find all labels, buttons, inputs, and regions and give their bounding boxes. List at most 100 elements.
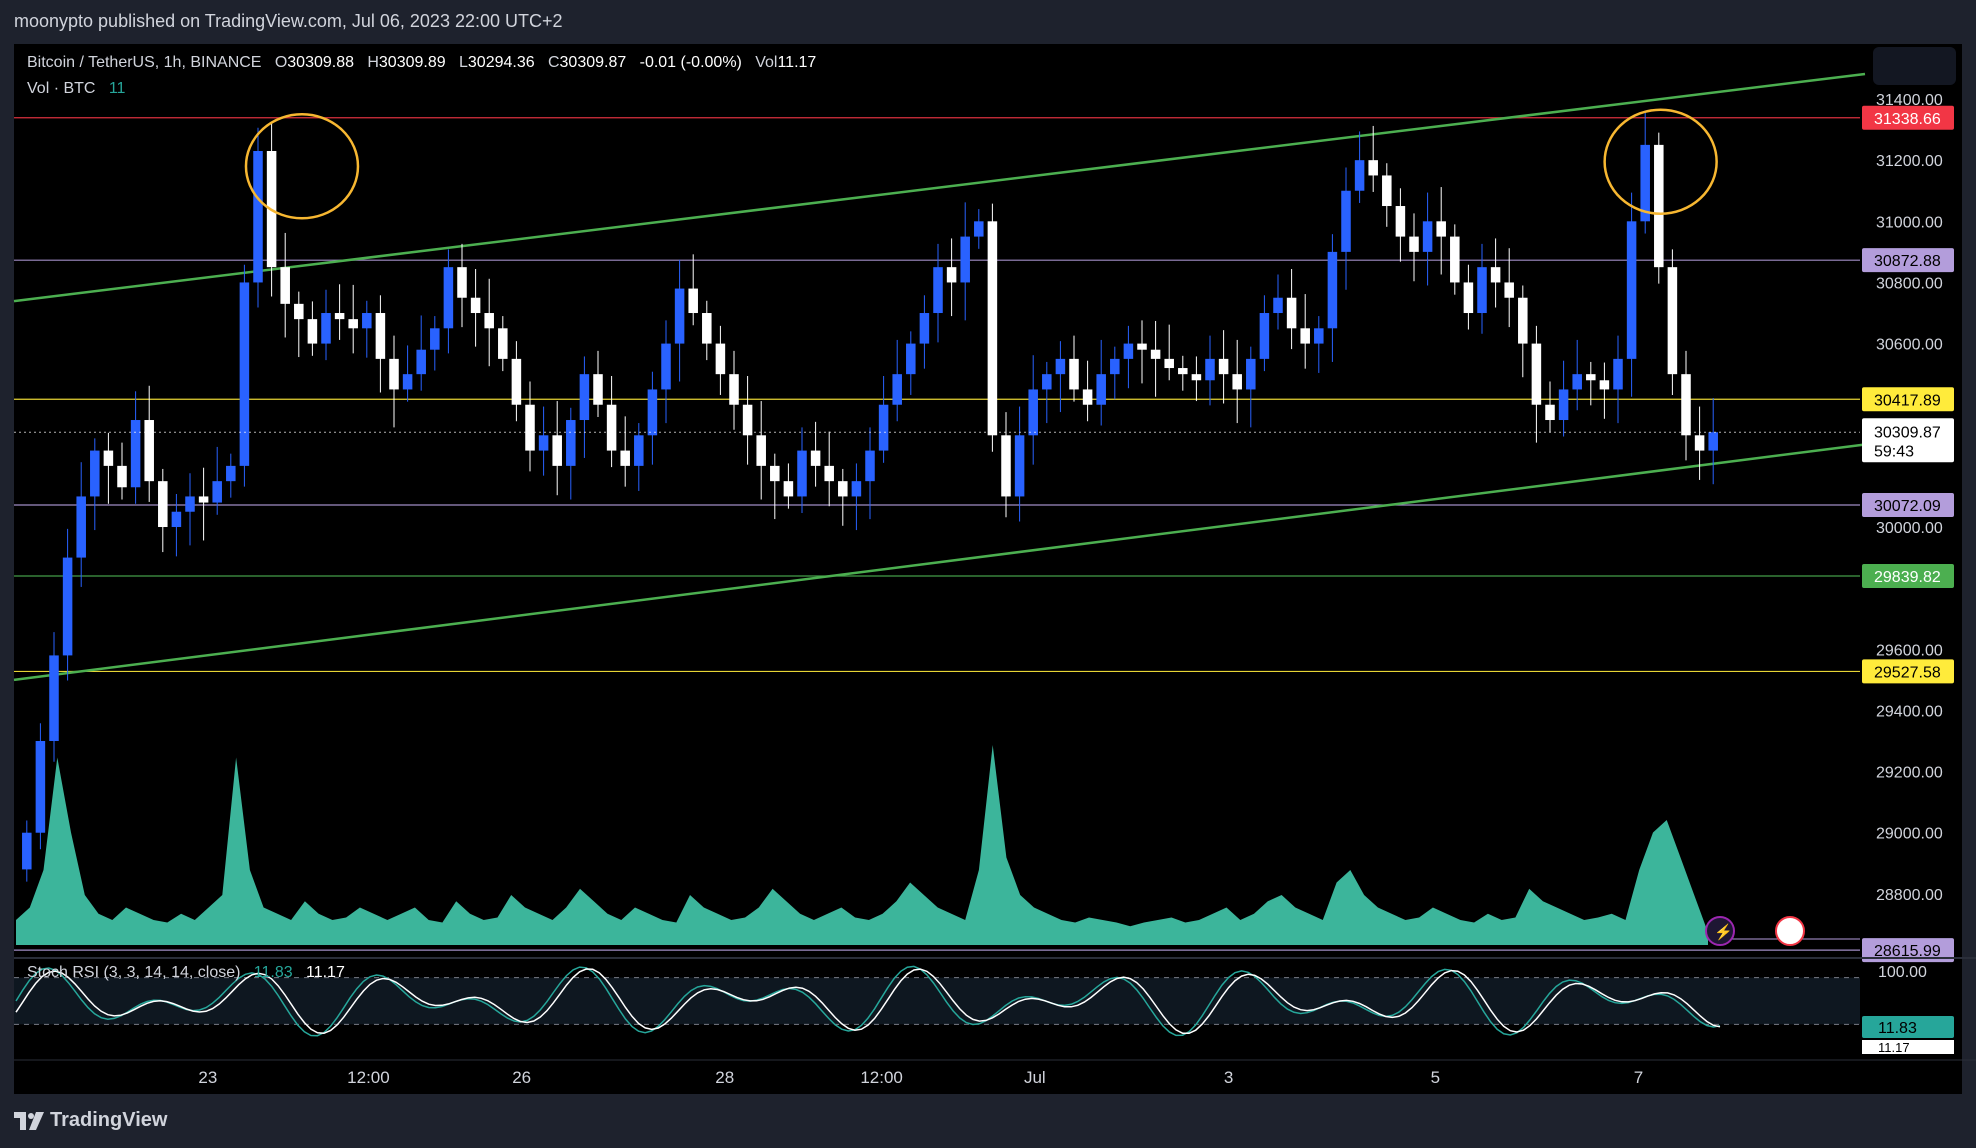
candle-body bbox=[1082, 389, 1093, 405]
candle-body bbox=[1422, 221, 1433, 252]
tradingview-logo[interactable]: TradingView bbox=[14, 1109, 167, 1132]
price-axis-tick: 30600.00 bbox=[1876, 337, 1943, 354]
candle-body bbox=[416, 349, 426, 375]
price-axis-tick: 31400.00 bbox=[1876, 92, 1943, 109]
highlight-circle bbox=[244, 113, 360, 220]
candle-body bbox=[430, 328, 440, 350]
price-level-tag bbox=[1862, 563, 1954, 588]
candle-body bbox=[579, 374, 590, 421]
candle-body bbox=[1028, 389, 1038, 436]
open-label: O bbox=[274, 54, 288, 71]
stoch-rsi-band bbox=[14, 977, 1860, 1025]
candle-body bbox=[783, 481, 794, 497]
candle-body bbox=[1218, 358, 1229, 375]
price-axis-tick: 29600.00 bbox=[1876, 642, 1943, 659]
low-value: 30294.36 bbox=[467, 54, 535, 71]
us-flag-icon bbox=[1775, 916, 1805, 946]
candle-body bbox=[1014, 435, 1025, 497]
price-axis-tick: 30800.00 bbox=[1876, 275, 1943, 292]
candle-body bbox=[1341, 190, 1351, 252]
candle-body bbox=[634, 435, 644, 466]
chart-toolbar-button[interactable] bbox=[1873, 47, 1956, 85]
candle-body bbox=[1273, 297, 1283, 314]
candle-body bbox=[1069, 358, 1079, 390]
time-axis-tick: 12:00 bbox=[860, 1068, 903, 1087]
price-level-label: 30872.88 bbox=[1874, 253, 1941, 270]
highlight-circle bbox=[1603, 108, 1718, 215]
open-value: 30309.88 bbox=[287, 54, 354, 71]
price-level-label: 29527.58 bbox=[1874, 664, 1941, 681]
price-legend: Bitcoin / TetherUS, 1h, BINANCE O30309.8… bbox=[27, 54, 816, 72]
candle-body bbox=[1518, 297, 1528, 344]
candle-body bbox=[1123, 343, 1134, 359]
candle-body bbox=[1558, 389, 1569, 421]
price-level-tag bbox=[1862, 659, 1954, 684]
candle-body bbox=[1572, 374, 1582, 390]
candle-body bbox=[1137, 343, 1147, 350]
candle-body bbox=[402, 374, 413, 390]
candle-body bbox=[851, 481, 862, 497]
candle-body bbox=[1368, 160, 1378, 176]
last-price-tag bbox=[1862, 418, 1954, 463]
candle-body bbox=[797, 450, 807, 497]
stoch-rsi-k-tag bbox=[1862, 1016, 1954, 1038]
candle-body bbox=[1409, 236, 1419, 252]
candle-body bbox=[22, 832, 32, 870]
price-axis-tick: 31200.00 bbox=[1876, 153, 1943, 170]
candle-body bbox=[307, 319, 318, 344]
price-level-label: 30417.89 bbox=[1874, 392, 1941, 409]
candle-body bbox=[1613, 358, 1623, 390]
last-price-countdown: 59:43 bbox=[1874, 443, 1914, 460]
candle-body bbox=[892, 374, 902, 405]
candle-body bbox=[960, 236, 970, 283]
volume-indicator-label: Vol · BTC bbox=[27, 80, 96, 97]
candle-body bbox=[838, 481, 848, 497]
candle-body bbox=[538, 435, 549, 451]
price-level-label: 29839.82 bbox=[1874, 569, 1941, 586]
candle-body bbox=[1586, 374, 1596, 381]
candle-body bbox=[498, 328, 508, 359]
vol-label: Vol bbox=[755, 54, 778, 71]
price-level-tag bbox=[1862, 387, 1954, 412]
stoch-rsi-axis-tick: 100.00 bbox=[1878, 964, 1927, 981]
candle-body bbox=[1055, 358, 1066, 375]
candle-body bbox=[1164, 358, 1174, 369]
candle-body bbox=[226, 465, 236, 482]
candle-body bbox=[1354, 160, 1365, 191]
candle-body bbox=[647, 389, 658, 436]
candle-body bbox=[1205, 358, 1215, 381]
candle-body bbox=[1708, 432, 1718, 451]
channel-line bbox=[13, 443, 1866, 682]
close-label: C bbox=[547, 54, 560, 71]
lightning-icon bbox=[1705, 916, 1735, 946]
candle-body bbox=[171, 511, 182, 528]
candle-body bbox=[1531, 343, 1542, 405]
price-level-tag bbox=[1862, 248, 1954, 273]
candle-body bbox=[1599, 380, 1610, 390]
candle-body bbox=[729, 374, 739, 405]
candle-body bbox=[688, 288, 698, 314]
vol-value: 11.17 bbox=[777, 54, 817, 71]
candle-body bbox=[1096, 374, 1106, 405]
candle-body bbox=[1246, 358, 1256, 390]
candle-body bbox=[878, 404, 889, 451]
candle-body bbox=[593, 374, 603, 405]
candle-body bbox=[1286, 297, 1297, 329]
candle-body bbox=[566, 420, 576, 466]
candle-body bbox=[1382, 175, 1392, 207]
top-bar: moonypto published on TradingView.com, J… bbox=[0, 0, 1976, 44]
candle-body bbox=[1042, 374, 1052, 390]
time-axis-tick: 7 bbox=[1634, 1068, 1643, 1087]
publisher-credit: moonypto published on TradingView.com, J… bbox=[14, 11, 563, 31]
low-label: L bbox=[458, 54, 468, 71]
price-axis-tick: 30000.00 bbox=[1876, 520, 1943, 537]
candle-body bbox=[62, 557, 73, 656]
candle-body bbox=[321, 313, 331, 344]
price-level-tag bbox=[1862, 105, 1954, 130]
candle-body bbox=[457, 267, 467, 298]
candle-body bbox=[1490, 267, 1501, 283]
bottom-bar bbox=[0, 1094, 1976, 1148]
price-axis-tick: 29200.00 bbox=[1876, 765, 1943, 782]
candle-body bbox=[1626, 221, 1637, 359]
